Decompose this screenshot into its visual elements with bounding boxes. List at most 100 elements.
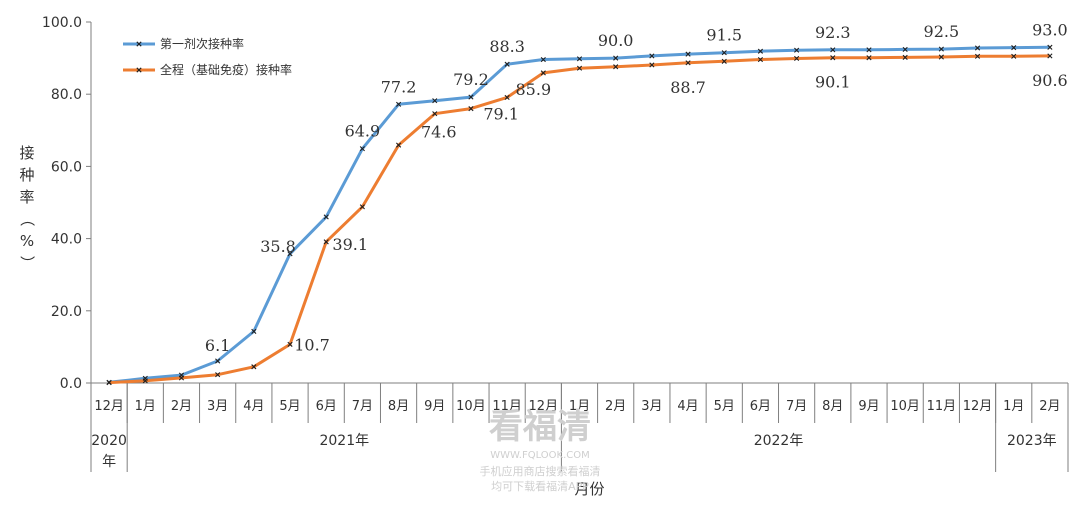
series-1-point (215, 358, 221, 364)
x-tick-label: 2月 (605, 399, 626, 414)
series-1-point (1011, 45, 1017, 51)
series-1-point (432, 98, 438, 104)
series-2-point (794, 55, 800, 62)
data-label: 91.5 (706, 26, 742, 45)
data-label: 93.0 (1032, 20, 1068, 39)
series-1-point (830, 47, 836, 53)
data-label: 6.1 (205, 336, 230, 355)
legend-label-2: 全程（基础免疫）接种率 (160, 62, 292, 77)
series-1-point (757, 48, 764, 54)
series-2-point (504, 94, 510, 101)
series-2-point (902, 54, 908, 60)
series-1-point (902, 46, 908, 53)
watermark-url: WWW.FQLOOK.COM (490, 450, 590, 461)
series-1-point (721, 50, 727, 56)
legend-label-1: 第一剂次接种率 (160, 36, 244, 51)
x-tick-label: 5月 (279, 399, 300, 414)
data-label: 10.7 (294, 335, 330, 354)
series-2-point (757, 56, 764, 63)
x-tick-label: 3月 (641, 399, 662, 414)
series-1-point (540, 56, 546, 63)
x-tick-label: 1月 (569, 399, 590, 414)
data-label: 88.7 (670, 78, 706, 97)
x-tick-label: 7月 (786, 399, 807, 414)
y-axis-title-char: （ (18, 211, 36, 226)
data-label: 90.0 (598, 31, 634, 50)
series-2-point (142, 378, 148, 384)
x-tick-label: 4月 (677, 399, 698, 414)
x-tick-label: 7月 (352, 399, 373, 414)
y-axis-title-char: % (20, 232, 34, 250)
x-tick-label: 6月 (750, 399, 771, 414)
x-tick-label: 3月 (207, 399, 228, 414)
x-tick-label: 2月 (1039, 399, 1060, 414)
legend-marker-1 (136, 41, 142, 47)
series-2-point (974, 53, 981, 59)
series-2-point (215, 372, 221, 378)
series-1-point (359, 146, 365, 152)
y-axis-title-char: 种 (19, 166, 34, 184)
year-label: 年 (102, 454, 116, 470)
series-2-point (178, 375, 185, 381)
series-2-point (576, 65, 583, 71)
data-label: 90.1 (815, 73, 851, 92)
series-line-1 (108, 45, 1050, 384)
series-1-point (938, 46, 944, 52)
x-tick-label: 4月 (243, 399, 264, 414)
series-1-point (794, 47, 800, 53)
y-tick-label: 0.0 (60, 376, 82, 392)
data-label: 88.3 (489, 37, 525, 56)
series-2-point (540, 70, 546, 76)
year-label: 2021年 (319, 433, 369, 449)
x-tick-label: 1月 (1003, 399, 1024, 414)
x-tick-label: 9月 (424, 399, 445, 414)
series-2-point (1011, 53, 1017, 59)
data-label: 92.5 (924, 22, 960, 41)
x-axis-title: 月份 (574, 480, 604, 498)
data-label: 79.2 (453, 70, 489, 89)
x-tick-label: 10月 (890, 399, 920, 414)
data-label: 92.3 (815, 23, 851, 42)
data-label: 39.1 (332, 235, 368, 254)
x-tick-label: 8月 (822, 399, 843, 414)
series-2-point (395, 142, 402, 148)
x-tick-label: 6月 (316, 399, 337, 414)
x-tick-label: 12月 (529, 399, 559, 414)
series-1-point (685, 51, 691, 57)
x-tick-label: 2月 (171, 399, 192, 414)
series-1-point (468, 94, 474, 100)
series-1-point (1047, 44, 1053, 50)
y-tick-label: 100.0 (42, 15, 82, 31)
legend-marker-2 (136, 67, 142, 73)
x-tick-label: 10月 (456, 399, 486, 414)
data-label: 64.9 (345, 122, 381, 141)
series-2-point (866, 55, 872, 61)
series-2-point (649, 62, 655, 68)
year-label: 2023年 (1007, 433, 1057, 449)
series-1-point (323, 214, 329, 220)
x-tick-label: 5月 (714, 399, 735, 414)
series-2-point (106, 380, 112, 386)
data-label: 35.8 (260, 237, 296, 256)
series-1-point (649, 53, 655, 59)
y-tick-label: 80.0 (51, 87, 82, 103)
series-2-point (359, 204, 365, 210)
y-axis-title-char: 接 (19, 144, 34, 162)
x-tick-label: 11月 (492, 399, 522, 414)
data-label: 85.9 (516, 80, 552, 99)
series-2-point (830, 55, 836, 61)
x-tick-label: 1月 (135, 399, 156, 414)
series-1-point (504, 61, 510, 67)
series-2-point (721, 58, 727, 64)
watermark-line2: 均可下载看福清APP (491, 479, 589, 493)
series-1-point (974, 45, 981, 51)
series-2-point (432, 111, 438, 117)
series-1-point (287, 251, 293, 257)
series-2-point (613, 64, 619, 70)
series-1-point (866, 47, 872, 53)
watermark-title: 看福清 (489, 407, 591, 447)
x-tick-label: 9月 (858, 399, 879, 414)
series-2-point (1047, 53, 1053, 59)
